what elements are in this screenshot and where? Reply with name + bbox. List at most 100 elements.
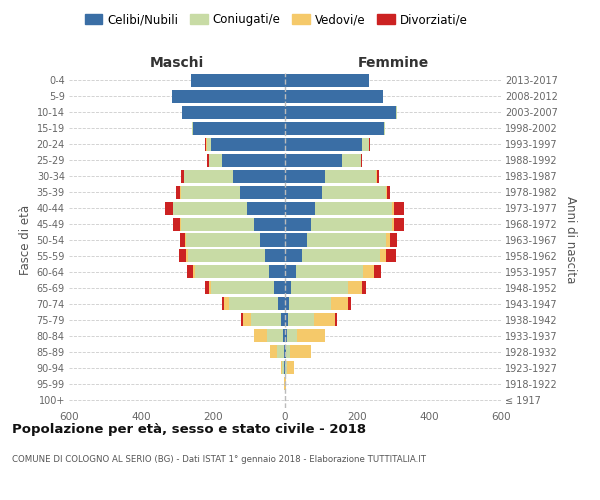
Bar	[285, 266, 381, 278]
Bar	[193, 122, 285, 135]
Bar	[173, 218, 285, 230]
Bar	[182, 106, 285, 119]
Bar	[207, 154, 285, 167]
Text: Maschi: Maschi	[150, 56, 204, 70]
Bar	[285, 186, 322, 198]
Bar	[285, 329, 297, 342]
Bar	[172, 90, 285, 103]
Bar	[285, 122, 385, 135]
Bar	[233, 170, 285, 182]
Bar	[285, 74, 368, 87]
Bar	[283, 329, 285, 342]
Text: Femmine: Femmine	[358, 56, 428, 70]
Bar	[285, 329, 325, 342]
Bar	[173, 202, 285, 214]
Bar	[285, 266, 364, 278]
Bar	[285, 377, 286, 390]
Bar	[284, 377, 285, 390]
Bar	[191, 74, 285, 87]
Bar	[285, 345, 311, 358]
Bar	[285, 298, 348, 310]
Bar	[188, 250, 285, 262]
Bar	[179, 234, 285, 246]
Text: COMUNE DI COLOGNO AL SERIO (BG) - Dati ISTAT 1° gennaio 2018 - Elaborazione TUTT: COMUNE DI COLOGNO AL SERIO (BG) - Dati I…	[12, 455, 426, 464]
Bar	[285, 313, 288, 326]
Bar	[285, 154, 361, 167]
Bar	[285, 106, 397, 119]
Bar	[285, 250, 380, 262]
Bar	[285, 170, 379, 182]
Bar	[285, 218, 394, 230]
Bar	[192, 122, 285, 135]
Bar	[285, 186, 387, 198]
Bar	[285, 74, 368, 87]
Bar	[207, 138, 285, 151]
Bar	[284, 345, 285, 358]
Bar	[267, 329, 285, 342]
Bar	[269, 345, 285, 358]
Bar	[281, 313, 285, 326]
Bar	[285, 218, 404, 230]
Bar	[205, 138, 285, 151]
Bar	[285, 122, 385, 135]
Bar	[182, 106, 285, 119]
Bar	[184, 170, 285, 182]
Bar	[285, 106, 396, 119]
Bar	[243, 313, 285, 326]
Bar	[181, 186, 285, 198]
Bar	[285, 202, 404, 214]
Bar	[193, 266, 285, 278]
Bar	[285, 282, 349, 294]
Bar	[285, 170, 376, 182]
Bar	[285, 202, 314, 214]
Bar	[285, 298, 289, 310]
Bar	[285, 234, 386, 246]
Bar	[285, 298, 351, 310]
Bar	[229, 298, 285, 310]
Bar	[191, 74, 285, 87]
Bar	[172, 90, 285, 103]
Bar	[285, 138, 369, 151]
Bar	[166, 202, 285, 214]
Bar	[285, 106, 397, 119]
Bar	[285, 218, 392, 230]
Bar	[285, 345, 290, 358]
Bar	[285, 90, 383, 103]
Bar	[209, 154, 285, 167]
Bar	[186, 234, 285, 246]
Bar	[278, 298, 285, 310]
Bar	[195, 266, 285, 278]
Bar	[176, 186, 285, 198]
Bar	[285, 138, 362, 151]
Bar	[187, 266, 285, 278]
Bar	[265, 250, 285, 262]
Bar	[285, 170, 377, 182]
Bar	[285, 186, 386, 198]
Bar	[285, 90, 383, 103]
Bar	[180, 218, 285, 230]
Y-axis label: Fasce di età: Fasce di età	[19, 205, 32, 275]
Bar	[180, 186, 285, 198]
Bar	[285, 90, 383, 103]
Bar	[285, 138, 370, 151]
Bar	[285, 122, 384, 135]
Bar	[254, 329, 285, 342]
Bar	[185, 234, 285, 246]
Bar	[285, 234, 397, 246]
Bar	[285, 345, 286, 358]
Bar	[285, 170, 325, 182]
Bar	[247, 202, 285, 214]
Bar	[191, 74, 285, 87]
Bar	[285, 345, 311, 358]
Bar	[285, 298, 331, 310]
Bar	[211, 282, 285, 294]
Bar	[285, 361, 293, 374]
Bar	[192, 122, 285, 135]
Bar	[285, 154, 362, 167]
Bar	[179, 250, 285, 262]
Bar	[285, 234, 390, 246]
Bar	[285, 138, 369, 151]
Bar	[222, 298, 285, 310]
Bar	[192, 122, 285, 135]
Bar	[191, 74, 285, 87]
